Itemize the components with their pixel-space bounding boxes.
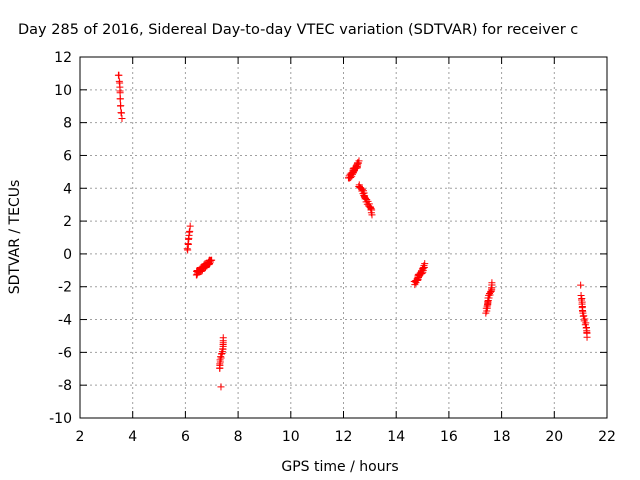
data-points (114, 71, 591, 391)
x-tick-label: 16 (440, 429, 458, 445)
y-axis-label: SDTVAR / TECUs (7, 180, 23, 295)
x-tick-label: 20 (545, 429, 563, 445)
data-point (217, 383, 225, 391)
axis-ticks: 2 4 6 8 10 12 14 16 18 20 22 -10 -8 -6 -4 -2 0 2 4 6 8 10 12 (49, 50, 616, 445)
y-tick-label: -8 (58, 378, 72, 394)
y-tick-label: -2 (58, 280, 72, 296)
y-tick-label: 4 (63, 181, 72, 197)
y-tick-label: -10 (49, 411, 72, 427)
x-tick-label: 2 (76, 429, 85, 445)
data-point (358, 185, 366, 193)
x-tick-label: 8 (234, 429, 243, 445)
data-point (116, 89, 124, 97)
plot-frame (79, 56, 608, 419)
x-tick-label: 4 (128, 429, 137, 445)
x-tick-label: 18 (493, 429, 511, 445)
data-point (219, 334, 227, 342)
data-point (355, 157, 363, 165)
x-tick-label: 14 (387, 429, 405, 445)
data-point (421, 260, 429, 268)
data-point (116, 95, 124, 103)
x-axis-label: GPS time / hours (281, 459, 398, 475)
data-point (577, 281, 585, 289)
data-point (118, 115, 126, 123)
y-tick-label: 6 (63, 148, 72, 164)
x-tick-label: 22 (598, 429, 616, 445)
grid (80, 57, 607, 418)
y-tick-label: 0 (63, 247, 72, 263)
data-point (117, 102, 125, 110)
data-point (347, 173, 355, 181)
data-point (581, 315, 589, 323)
data-point (580, 312, 588, 320)
data-point (368, 211, 376, 219)
data-point (488, 281, 496, 289)
data-point (186, 222, 194, 230)
y-tick-label: 10 (54, 83, 72, 99)
y-tick-label: 8 (63, 116, 72, 132)
data-point (363, 196, 371, 204)
y-tick-label: -6 (58, 345, 72, 361)
chart-title: Day 285 of 2016, Sidereal Day-to-day VTE… (18, 22, 578, 38)
data-point (184, 246, 192, 254)
y-tick-label: 2 (63, 214, 72, 230)
data-point (583, 333, 591, 341)
x-tick-label: 10 (282, 429, 300, 445)
y-tick-label: -4 (58, 313, 72, 329)
x-tick-label: 6 (181, 429, 190, 445)
data-point (365, 200, 373, 208)
x-tick-label: 12 (335, 429, 353, 445)
data-point (208, 256, 216, 264)
data-point (115, 71, 123, 79)
y-tick-label: 12 (54, 50, 72, 66)
